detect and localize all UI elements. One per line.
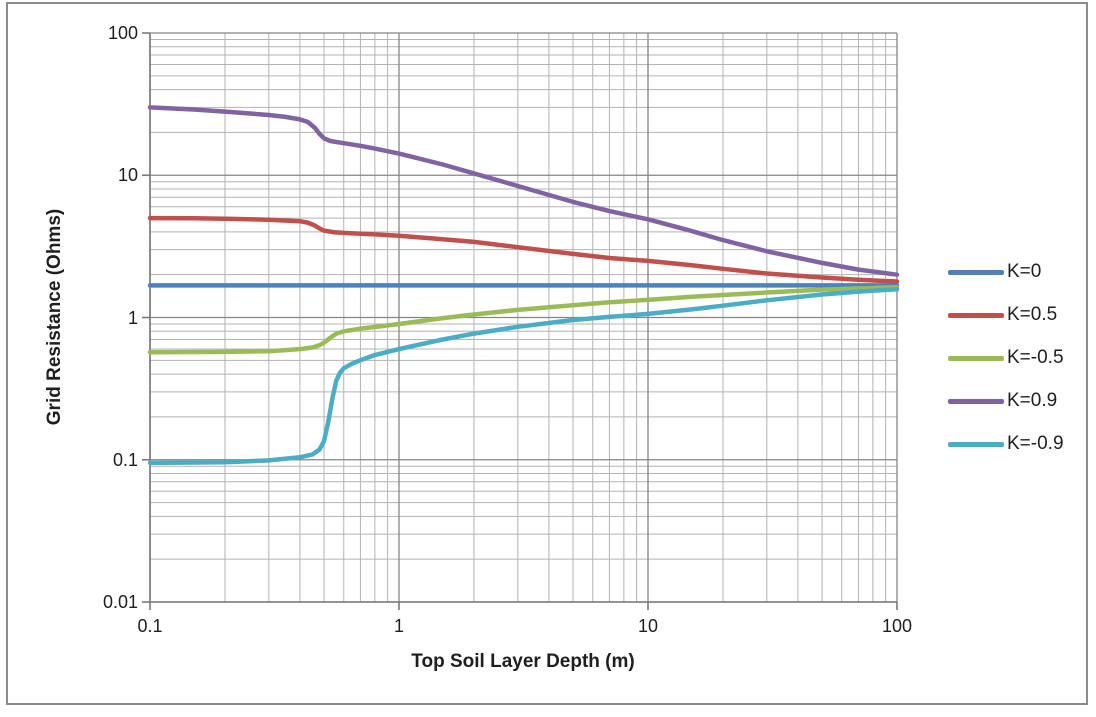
x-tick-label: 0.1	[137, 616, 163, 636]
legend-line-swatch	[948, 441, 1004, 447]
y-axis-title: Grid Resistance (Ohms)	[44, 208, 65, 426]
y-tick-label: 0.1	[112, 449, 138, 470]
legend-line-swatch	[948, 355, 1004, 361]
x-tick-label: 10	[637, 616, 659, 636]
legend-label: K=0.5	[1007, 304, 1058, 325]
x-tick-label: 100	[881, 616, 913, 636]
legend-item: K=0	[948, 259, 1064, 285]
legend-label: K=0.9	[1007, 390, 1058, 411]
legend-item: K=0.9	[948, 388, 1064, 414]
series-line-k-0.5	[147, 285, 900, 355]
legend-item: K=0.5	[948, 302, 1064, 328]
chart-outer-border	[6, 2, 1088, 705]
legend-label: K=-0.5	[1007, 347, 1064, 368]
legend-item: K=-0.9	[948, 431, 1064, 457]
series-line-k0.9	[147, 105, 900, 277]
x-tick-label: 1	[393, 616, 404, 636]
legend-line-swatch	[948, 312, 1004, 318]
chart-legend: K=0 K=0.5 K=-0.5 K=0.9 K=-0.9	[948, 259, 1064, 457]
y-tick-label: 10	[117, 165, 138, 186]
legend-label: K=-0.9	[1007, 433, 1064, 454]
series-line-k-0.9	[147, 286, 900, 466]
y-tick-label: 1	[127, 307, 138, 328]
legend-line-swatch	[948, 269, 1004, 275]
legend-line-swatch	[948, 398, 1004, 404]
series-line-k0.5	[147, 215, 900, 284]
x-axis-title: Top Soil Layer Depth (m)	[411, 651, 635, 672]
legend-item: K=-0.5	[948, 345, 1064, 371]
legend-label: K=0	[1007, 261, 1042, 282]
y-tick-label: 100	[107, 23, 138, 43]
y-tick-label: 0.01	[102, 592, 138, 612]
